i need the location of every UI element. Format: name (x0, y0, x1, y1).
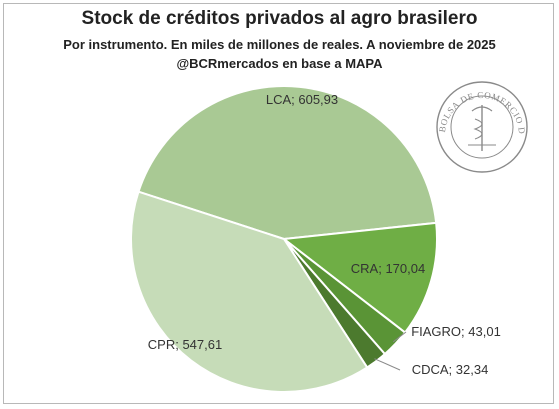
seal-wing (471, 106, 493, 112)
slice-label-cpr: CPR; 547,61 (148, 337, 222, 352)
seal-outer-ring (436, 81, 528, 173)
seal-inner-ring (450, 95, 514, 159)
slice-label-cdca: CDCA; 32,34 (412, 362, 489, 377)
seal-group: BOLSA DE COMERCIO DE ROSARIO (436, 81, 528, 173)
pie-slice-cra (281, 221, 438, 334)
slice-label-cra: CRA; 170,04 (351, 261, 425, 276)
leader-line-fiagro (393, 331, 407, 343)
chart-subtitle: Por instrumento. En miles de millones de… (63, 37, 496, 52)
leader-line-cdca (374, 358, 401, 371)
chart-source: @BCRmercados en base a MAPA (176, 56, 383, 71)
seal-serpent (473, 118, 483, 140)
pie-slice-cpr (130, 190, 369, 393)
slice-label-fiagro: FIAGRO; 43,01 (411, 324, 501, 339)
slice-label-lca: LCA; 605,93 (266, 92, 338, 107)
chart-title: Stock de créditos privados al agro brasi… (81, 8, 478, 29)
pie-slice-lca (137, 85, 438, 241)
